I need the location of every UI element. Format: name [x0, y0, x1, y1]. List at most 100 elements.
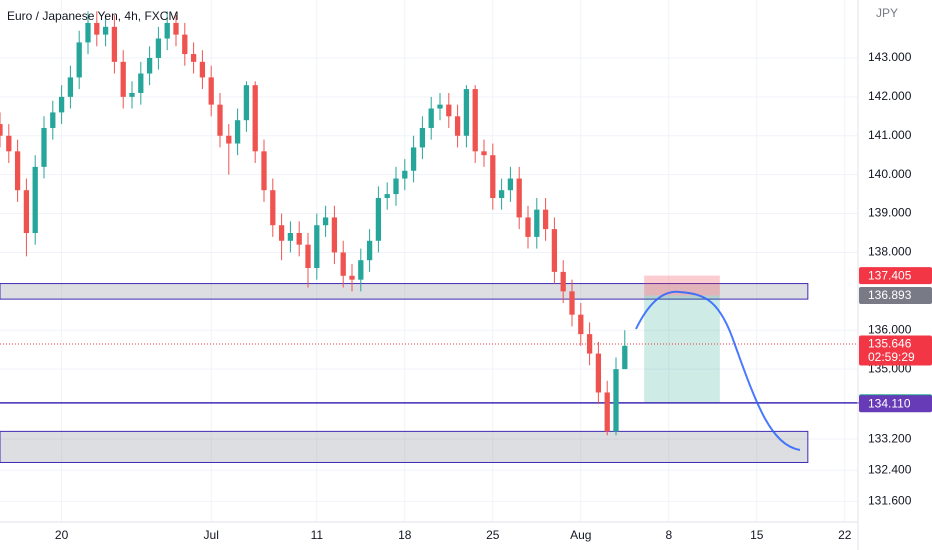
candle-body	[507, 178, 514, 191]
countdown: 02:59:29	[868, 350, 915, 364]
x-tick-label: 18	[398, 528, 412, 542]
y-tick-label: 132.400	[868, 462, 912, 476]
candle-body	[534, 209, 540, 237]
candle-body	[569, 291, 575, 315]
x-tick-label: 25	[486, 528, 500, 542]
candle-body	[23, 190, 30, 233]
candle-body	[419, 127, 426, 148]
candle-body	[331, 217, 338, 253]
candle-body	[190, 54, 197, 62]
candle-body	[613, 369, 619, 432]
candle-body	[437, 104, 443, 109]
candle-body	[542, 209, 549, 230]
candle-body	[278, 225, 285, 241]
x-tick-label: 22	[838, 528, 852, 542]
candle-body	[551, 229, 558, 272]
candle-body	[481, 151, 487, 156]
candle-body	[120, 61, 126, 97]
candle-body	[58, 96, 65, 113]
candle-body	[94, 22, 100, 35]
candle-body	[340, 252, 346, 276]
candle-body	[560, 271, 566, 292]
candle-body	[349, 275, 355, 280]
candle-body	[243, 85, 250, 121]
candle-body	[14, 151, 21, 191]
price-label-box	[859, 267, 932, 285]
x-tick-label: 8	[665, 528, 672, 542]
candle-body	[358, 260, 364, 280]
x-tick-label: Aug	[570, 528, 591, 542]
candle-body	[76, 42, 82, 78]
y-tick-label: 143.000	[868, 50, 912, 64]
y-tick-label: 133.200	[868, 431, 912, 445]
y-tick-label: 140.000	[868, 167, 912, 181]
candle-body	[498, 190, 505, 198]
price-label: 135.646	[868, 337, 912, 351]
candle-body	[50, 112, 56, 128]
price-label-box	[859, 287, 932, 305]
candle-body	[305, 244, 311, 269]
candle-body	[322, 217, 329, 226]
y-axis-label: JPY	[876, 6, 898, 20]
candle-body	[287, 232, 294, 241]
candle-body	[402, 170, 408, 179]
candle-body	[0, 124, 3, 136]
x-tick-label: 15	[750, 528, 764, 542]
candle-body	[270, 190, 276, 226]
candle-body	[155, 38, 162, 58]
price-label-box	[859, 335, 932, 366]
target-zone	[644, 295, 720, 403]
candle-body	[516, 178, 522, 218]
candle-body	[472, 89, 478, 152]
candle-body	[578, 314, 584, 335]
candle-body	[226, 135, 232, 144]
candle-body	[6, 135, 12, 152]
candle-body	[525, 217, 531, 237]
plot	[0, 11, 932, 463]
candle-body	[296, 232, 302, 245]
candle-body	[164, 22, 170, 39]
candle-body	[67, 77, 74, 97]
candle-body	[217, 104, 223, 136]
stop-zone	[644, 275, 720, 296]
y-tick-label: 136.000	[868, 322, 912, 336]
grid	[0, 0, 858, 522]
chart-title: Euro / Japanese Yen, 4h, FXCM	[7, 9, 178, 23]
candle-body	[622, 345, 628, 370]
candle-body	[410, 147, 417, 171]
zone	[0, 430, 809, 463]
candle-body	[199, 61, 206, 78]
candle-body	[32, 166, 38, 233]
candle-body	[384, 194, 390, 198]
candle-body	[85, 22, 91, 43]
candle-body	[129, 92, 135, 97]
price-label-box	[859, 395, 932, 413]
x-tick-label: Jul	[204, 528, 219, 542]
candle-body	[138, 73, 144, 93]
candle-body	[428, 108, 434, 128]
candle-body	[182, 34, 188, 55]
y-tick-label: 141.000	[868, 128, 912, 142]
x-tick-label: 20	[55, 528, 69, 542]
y-tick-label: 131.600	[868, 494, 912, 508]
candle-body	[393, 178, 399, 195]
candle-body	[208, 77, 214, 105]
zone	[0, 283, 809, 300]
y-tick-label: 142.000	[868, 89, 912, 103]
candle-body	[146, 57, 153, 74]
candle-body	[252, 85, 258, 152]
candle-body	[454, 116, 461, 136]
y-tick-label: 139.000	[868, 206, 912, 220]
y-tick-label: 138.000	[868, 245, 912, 259]
candle-body	[375, 197, 382, 241]
candle-body	[586, 334, 593, 354]
candle-body	[446, 104, 452, 117]
axes: 143.000 142.000 141.000 140.000 139.000 138.0…	[55, 50, 932, 542]
x-tick-label: 11	[311, 528, 324, 542]
candle-body	[173, 22, 179, 35]
candle-body	[234, 120, 241, 144]
price-label: 134.110	[868, 396, 911, 410]
price-label: 136.893	[868, 288, 912, 302]
candle-body	[366, 240, 373, 261]
candle-body	[314, 225, 320, 269]
